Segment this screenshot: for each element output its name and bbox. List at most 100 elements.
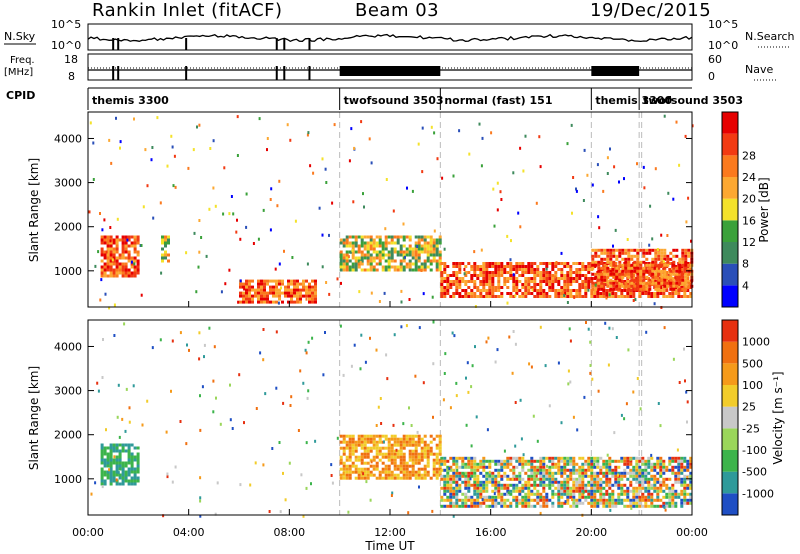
data-cell (423, 470, 427, 474)
data-cell (423, 449, 427, 453)
data-cell (593, 489, 597, 493)
data-cell (572, 277, 576, 280)
data-cell (659, 462, 663, 466)
data-cell (402, 422, 405, 426)
data-cell (479, 480, 483, 484)
data-cell (654, 275, 658, 279)
data-cell (109, 452, 113, 456)
data-cell (254, 461, 257, 465)
data-cell (431, 295, 434, 299)
data-cell (612, 275, 616, 279)
data-cell (626, 295, 630, 298)
data-cell (118, 238, 122, 242)
data-cell (254, 288, 257, 292)
data-cell (423, 259, 427, 263)
data-cell (491, 504, 495, 508)
data-cell (272, 279, 275, 283)
data-cell (103, 464, 107, 468)
data-cell (647, 504, 651, 508)
data-cell (572, 456, 576, 460)
nsearch-label: N.Search (745, 30, 795, 43)
data-cell (106, 238, 110, 242)
data-cell (441, 176, 444, 180)
data-cell (242, 282, 245, 286)
data-cell (381, 256, 385, 260)
data-cell (669, 284, 673, 288)
data-cell (103, 274, 107, 278)
data-cell (473, 477, 477, 481)
data-cell (127, 274, 131, 278)
data-cell (260, 294, 263, 298)
data-cell (500, 265, 504, 268)
data-cell (473, 483, 477, 487)
data-cell (627, 287, 631, 291)
data-cell (455, 277, 459, 280)
data-cell (408, 268, 412, 272)
data-cell (578, 474, 582, 478)
data-cell (587, 286, 591, 289)
data-cell (503, 271, 507, 274)
data-cell (497, 486, 501, 490)
data-cell (488, 462, 492, 466)
data-cell (609, 508, 612, 512)
data-cell (446, 465, 450, 469)
data-cell (345, 434, 349, 438)
data-cell (614, 483, 618, 487)
data-cell (321, 233, 324, 237)
data-cell (473, 492, 477, 496)
data-cell (348, 268, 352, 272)
data-cell (347, 255, 350, 259)
data-cell (417, 241, 421, 245)
data-cell (296, 291, 299, 295)
data-cell (632, 390, 635, 394)
data-cell (124, 476, 128, 480)
data-cell (481, 498, 484, 502)
data-cell (278, 294, 281, 298)
data-cell (119, 140, 122, 144)
data-cell (608, 326, 611, 330)
data-cell (578, 465, 582, 469)
data-cell (458, 477, 462, 481)
data-cell (363, 473, 367, 477)
data-cell (602, 471, 606, 475)
data-cell (449, 295, 453, 298)
data-cell (452, 459, 456, 463)
data-cell (342, 461, 346, 465)
data-cell (455, 498, 459, 502)
data-cell (496, 348, 499, 352)
data-cell (360, 476, 364, 480)
data-cell (600, 287, 604, 291)
data-cell (608, 498, 612, 502)
data-cell (680, 480, 684, 484)
data-cell (545, 471, 549, 475)
data-cell (257, 291, 260, 295)
data-cell (571, 211, 573, 215)
data-cell (527, 480, 531, 484)
data-cell (653, 504, 657, 508)
data-cell (521, 495, 525, 499)
data-cell (109, 476, 113, 480)
data-cell (627, 257, 631, 261)
data-cell (491, 292, 495, 295)
data-cell (118, 461, 122, 465)
data-cell (675, 269, 679, 273)
data-cell (584, 295, 588, 298)
data-cell (103, 218, 106, 222)
data-cell (449, 480, 453, 484)
data-cell (503, 492, 507, 496)
data-cell (387, 253, 391, 257)
data-cell (305, 288, 308, 292)
data-cell (342, 476, 346, 480)
data-cell (533, 274, 537, 277)
data-cell (485, 471, 489, 475)
data-cell (375, 244, 379, 248)
data-cell (103, 250, 107, 254)
data-cell (399, 446, 403, 450)
data-cell (493, 224, 496, 228)
data-cell (536, 295, 540, 298)
data-cell (354, 265, 358, 269)
data-cell (390, 494, 393, 497)
data-cell (432, 362, 435, 366)
data-cell (560, 465, 564, 469)
data-cell (458, 474, 462, 478)
